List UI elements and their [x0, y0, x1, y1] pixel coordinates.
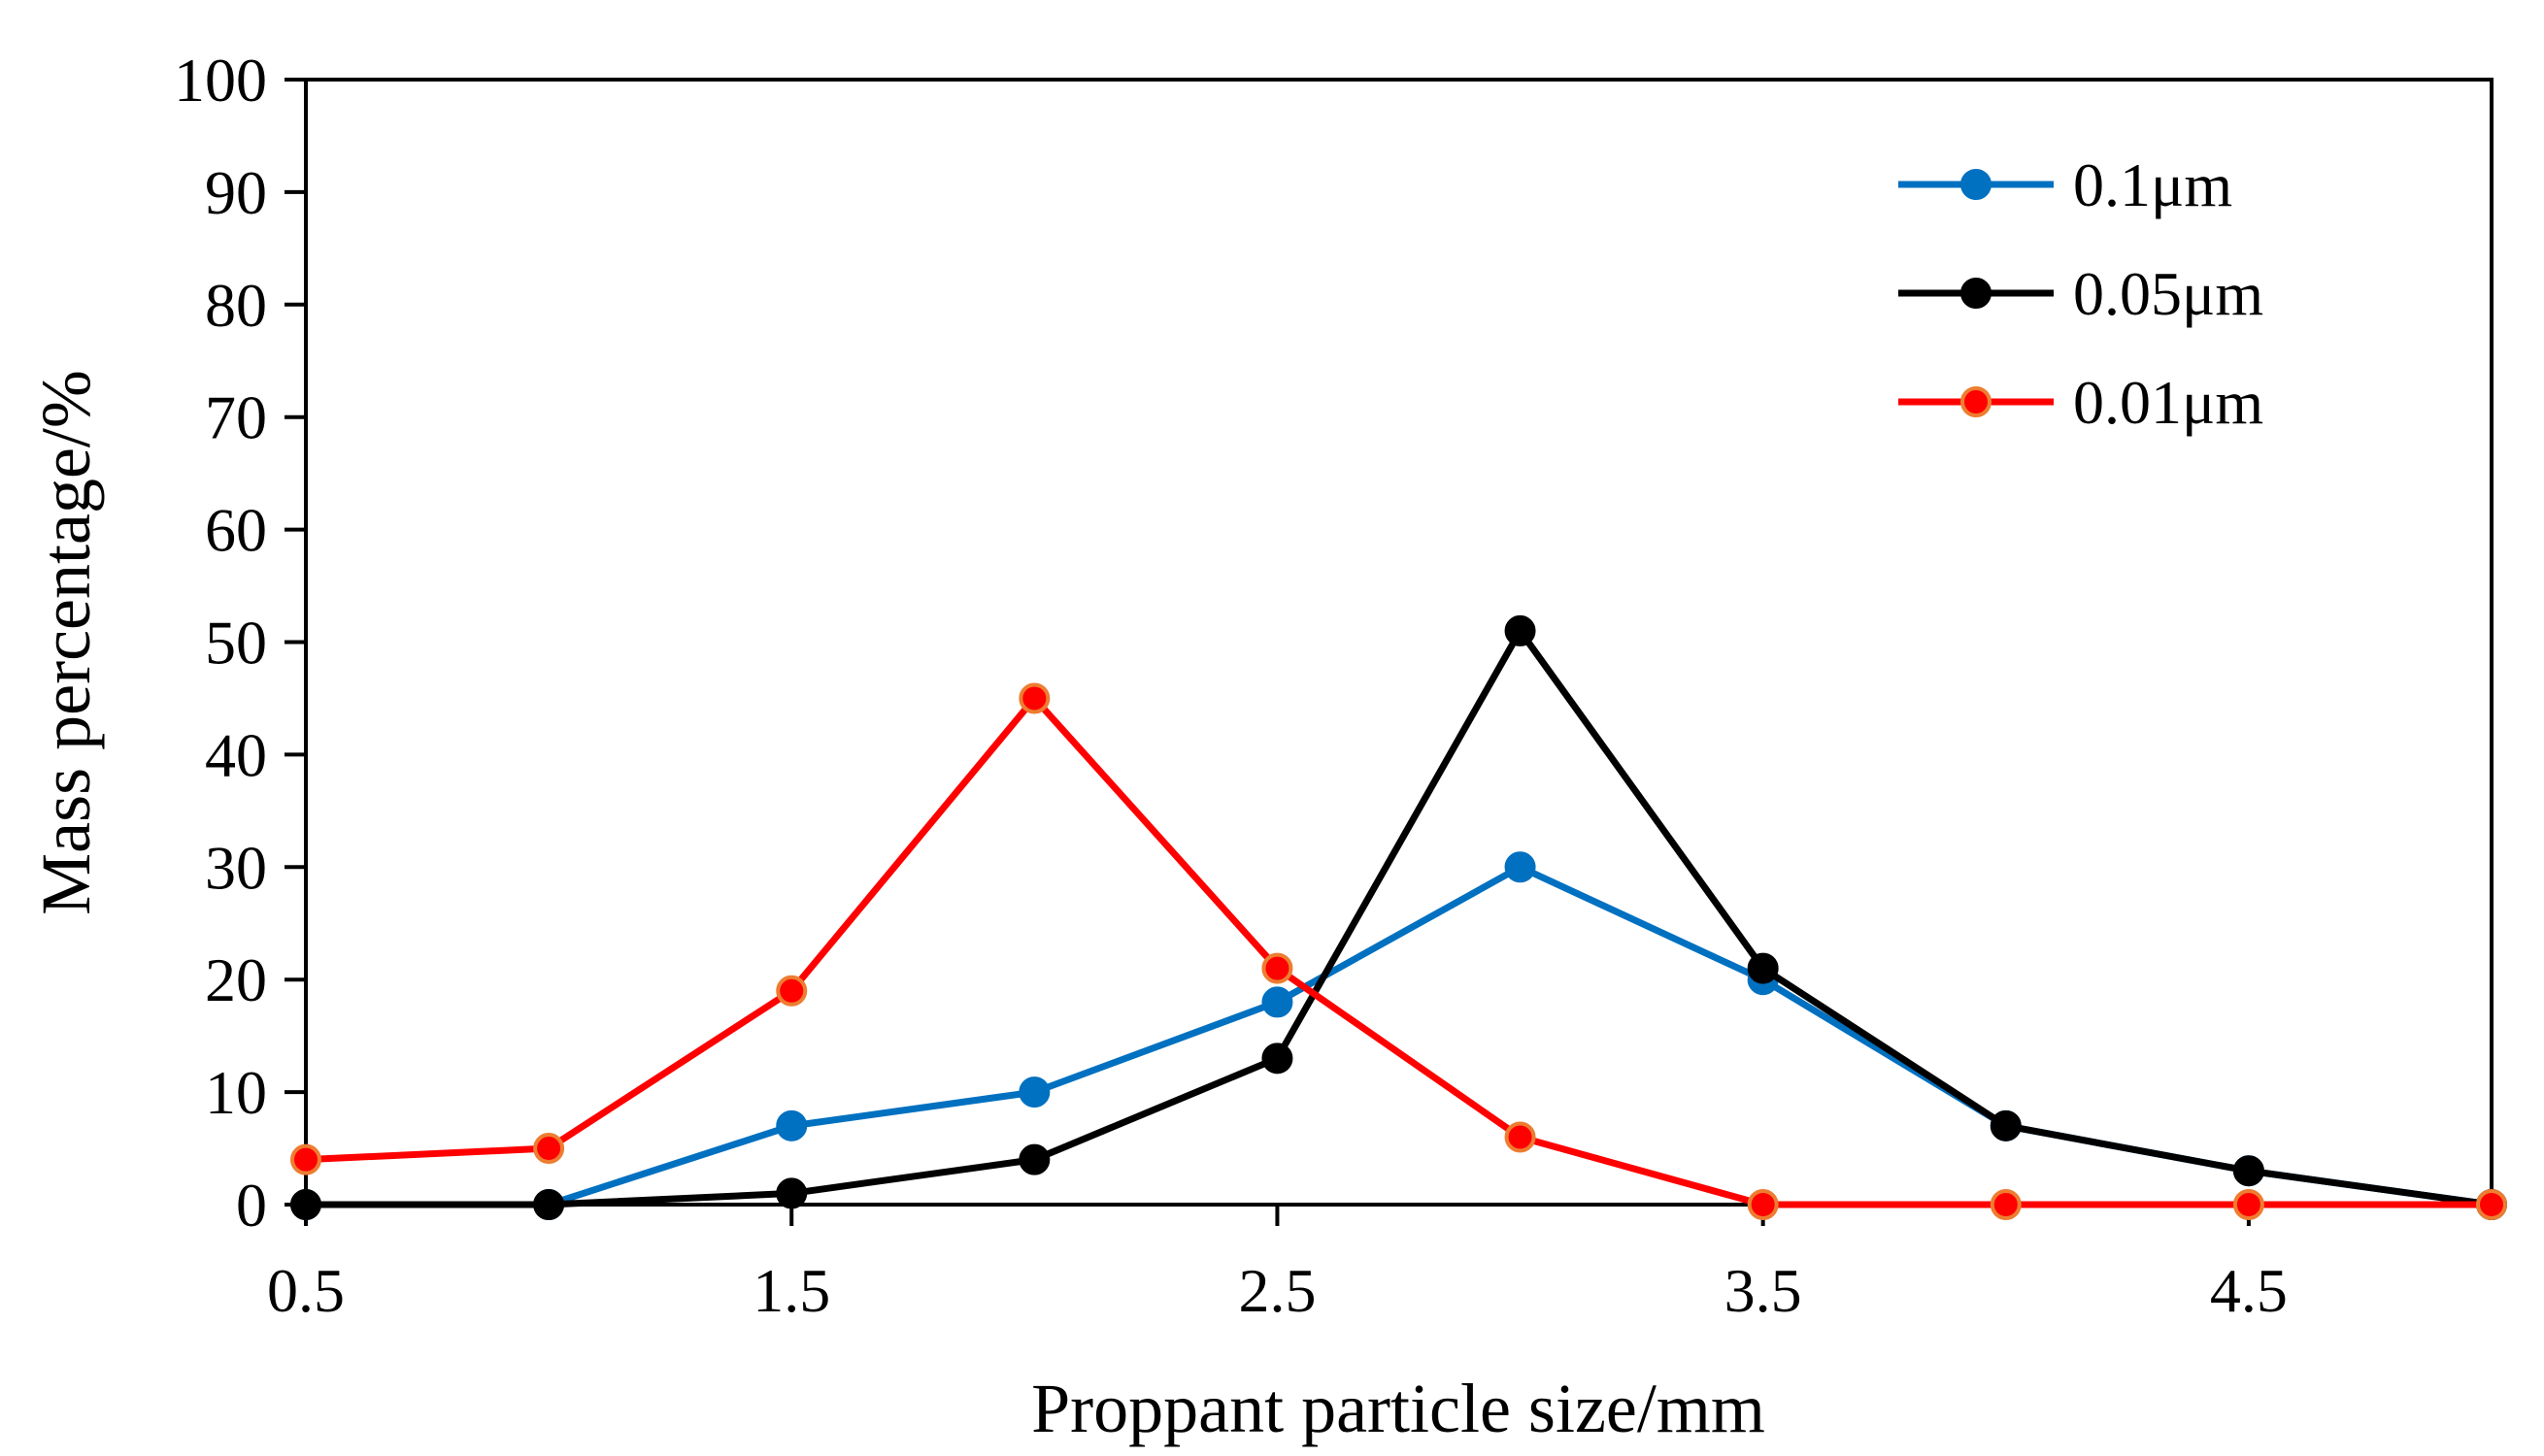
y-axis-title: Mass percentage/%: [27, 370, 105, 915]
data-point: [290, 1189, 321, 1220]
x-axis-title: Proppant particle size/mm: [1031, 1370, 1765, 1447]
y-tick-label: 40: [205, 720, 267, 789]
data-point: [776, 975, 808, 1007]
y-tick-label: 60: [205, 496, 267, 565]
y-tick-label: 90: [205, 158, 267, 227]
series-line: [305, 694, 2492, 1208]
legend-item: 0.1μm: [1898, 150, 2232, 219]
y-tick-label: 70: [205, 383, 267, 452]
data-point: [1990, 1189, 2022, 1220]
data-point: [1747, 1189, 1779, 1220]
series-line: [306, 627, 2493, 1208]
data-point: [776, 1177, 808, 1209]
x-tick-label: 0.5: [267, 1256, 345, 1325]
legend-label: 0.01μm: [2073, 368, 2263, 437]
x-axis: 0.5 1.5 2.5 3.5 4.5: [267, 1205, 2288, 1325]
legend-label: 0.05μm: [2073, 259, 2263, 328]
legend-item: 0.05μm: [1898, 259, 2263, 328]
data-point: [1019, 1076, 1051, 1109]
data-point: [2476, 1189, 2507, 1220]
legend-label: 0.1μm: [2073, 150, 2232, 219]
legend-marker: [1960, 169, 1992, 200]
x-tick-label: 2.5: [1238, 1256, 1316, 1325]
y-tick-label: 50: [205, 609, 267, 678]
legend-item: 0.01μm: [1898, 368, 2263, 437]
x-tick-label: 3.5: [1724, 1256, 1802, 1325]
data-point: [776, 1109, 808, 1142]
data-point: [533, 1189, 565, 1220]
y-tick-label: 100: [174, 46, 267, 115]
x-tick-label: 1.5: [753, 1256, 830, 1325]
y-tick-label: 80: [205, 271, 267, 340]
data-point: [1261, 952, 1293, 984]
data-point: [1019, 1143, 1051, 1175]
legend: 0.1μm 0.05μm 0.01μm: [1898, 150, 2263, 437]
data-point: [2232, 1189, 2264, 1220]
x-tick-label: 4.5: [2210, 1256, 2288, 1325]
data-point: [1261, 986, 1293, 1018]
legend-marker: [1960, 278, 1992, 309]
series-layer: [290, 614, 2507, 1220]
data-point: [1990, 1109, 2022, 1142]
data-point: [533, 1133, 565, 1165]
legend-marker: [1960, 386, 1992, 417]
data-point: [1504, 614, 1536, 646]
data-point: [290, 1143, 321, 1175]
y-tick-label: 30: [205, 833, 267, 902]
y-tick-label: 20: [205, 945, 267, 1014]
y-tick-label: 10: [205, 1058, 267, 1127]
data-point: [1261, 1042, 1293, 1075]
data-point: [2232, 1155, 2264, 1187]
series-1: [290, 614, 2507, 1220]
y-tick-label: 0: [236, 1171, 267, 1240]
data-point: [1504, 851, 1536, 883]
data-point: [1504, 1121, 1536, 1153]
series-2: [290, 682, 2507, 1220]
y-axis: 0 10 20 30 40 50 60 70 80 90 100: [174, 46, 306, 1240]
data-point: [1747, 952, 1779, 984]
data-point: [1019, 682, 1051, 714]
